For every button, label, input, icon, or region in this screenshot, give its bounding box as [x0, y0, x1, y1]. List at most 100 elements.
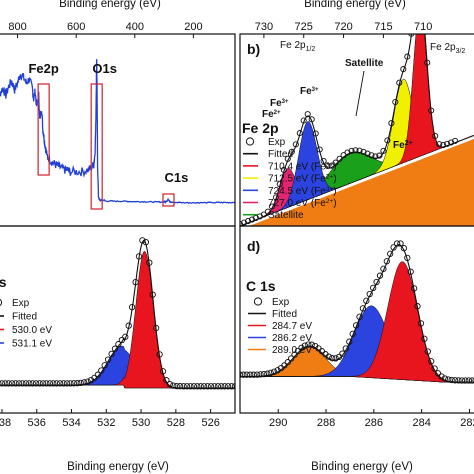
- fe2p-exp-point: [240, 219, 248, 226]
- fe2p-exp-point: [320, 157, 327, 165]
- fe2p-exp-point: [452, 137, 459, 144]
- panel-c-exp-point: [173, 382, 180, 390]
- fe2p-exp-point: [308, 116, 315, 123]
- panel-d-exp-point: [380, 265, 387, 272]
- panel-c-exp-point: [5, 380, 12, 387]
- fe2p-exp-point: [324, 162, 331, 170]
- fe2p-fitted-line: [240, 34, 474, 226]
- panel-d-exp-point: [352, 322, 360, 329]
- panel-b-tick-label-2: 720: [334, 21, 352, 33]
- panel-d-exp-point: [462, 377, 469, 384]
- c1s-legend-label-4: 289.0 eV: [272, 345, 312, 356]
- panel-d-tick-label-3: 284: [412, 417, 430, 429]
- fe2p-exp-point: [240, 221, 244, 226]
- panel-c-o1s: 538 536 534 532 530 528 526 1s Exp Fitted 530.0 …: [0, 225, 236, 473]
- fe2p-exp-point: [356, 147, 363, 154]
- panel-c-ticks: 538 536 534 532 530 528 526: [0, 409, 220, 429]
- fe2p-exp-point: [284, 155, 291, 162]
- o1s-legend-label-0: Exp: [12, 298, 30, 309]
- panel-d-tick-label-4: 282: [460, 417, 474, 429]
- panel-d-exp-point: [247, 371, 254, 378]
- panel-c-exp-point: [132, 278, 139, 286]
- panel-d-exp-point: [257, 371, 264, 378]
- panel-c-exp-point: [194, 383, 201, 390]
- panel-d-exp-point: [291, 351, 298, 358]
- panel-d-letter: d): [247, 238, 260, 254]
- panel-c-exp-point: [125, 322, 132, 329]
- fe2p-exp-point: [288, 148, 295, 155]
- panel-c-exp-point: [135, 253, 143, 260]
- fe2p-exp-point: [364, 150, 371, 157]
- fe2p-legend-label-6: Satellite: [268, 210, 304, 221]
- panel-d-exp-point: [281, 362, 288, 369]
- panel-c-exp-point: [56, 380, 64, 387]
- panel-d-exp-point: [329, 355, 336, 362]
- fe2p-legend-label-3: 712.5 eV (Fe2+): [268, 174, 337, 185]
- panel-d-exp-point: [383, 258, 390, 265]
- panel-d-exp-point: [366, 290, 373, 298]
- panel-b-letter: b): [247, 41, 260, 57]
- fe2p-exp-point: [304, 111, 311, 118]
- panel-d-exp-point: [441, 375, 449, 382]
- panel-c-exp-point: [63, 380, 71, 387]
- panel-c-exp-point: [74, 380, 81, 387]
- peak-box-1: [90, 83, 103, 210]
- panel-c-exp-point: [231, 383, 235, 390]
- panel-b-tick-label-0: 730: [255, 21, 273, 33]
- panel-d-exp-point: [253, 371, 261, 378]
- annotation-fe2p12: Fe 2p1/2: [280, 40, 315, 53]
- panel-d-exp-point: [417, 320, 425, 327]
- c1s-legend-marker-0: [253, 297, 263, 306]
- fe2p-exp-point: [384, 137, 391, 144]
- annotation-fe3-center: Fe3+: [300, 86, 319, 97]
- panel-d-exp-point: [458, 377, 466, 384]
- annotation-fe2-right: Fe2+: [393, 140, 413, 151]
- panel-c-exp-point: [0, 380, 2, 387]
- panel-c-exp-point: [183, 383, 191, 390]
- fe2p-legend-suffix-2: ): [333, 161, 336, 172]
- panel-d-exp-point: [465, 377, 472, 384]
- annotation-fe3-left: Fe3+: [270, 98, 289, 109]
- fe2p-exp-point: [400, 66, 407, 73]
- panel-c-exp-point: [139, 237, 146, 244]
- panel-c-exp-point: [200, 383, 208, 390]
- panel-c-tick-label-6: 526: [201, 417, 219, 429]
- panel-c-exp-point: [32, 380, 40, 387]
- fe2p-exp-point: [428, 107, 435, 114]
- panel-a-tick-label-3: 200: [184, 21, 202, 33]
- survey-line: [0, 59, 236, 205]
- fe2p-exp-point: [292, 141, 299, 148]
- panel-c-exp-point: [39, 380, 47, 387]
- fe2p-exp-point: [280, 166, 287, 173]
- fe2p-exp-point: [316, 146, 323, 153]
- panel-a-ticks: 800 600 400 200: [8, 21, 203, 38]
- panel-d-xlabel: Binding energy (eV): [311, 461, 413, 473]
- fe2p-exp-point: [332, 159, 339, 166]
- fe2p-legend-label-0: Exp: [268, 137, 286, 148]
- panel-d-exp-point: [325, 353, 332, 360]
- fe2p-exp-point: [348, 147, 355, 154]
- panel-d-exp-point: [264, 370, 271, 377]
- panel-c-xlabel: Binding energy (eV): [67, 461, 169, 473]
- panel-d-exp-point: [342, 345, 349, 352]
- o1s-legend-label-1: Fitted: [12, 312, 37, 323]
- panel-c-exp-point: [128, 304, 136, 311]
- panel-a-tick-label-1: 600: [67, 21, 85, 33]
- fe2p-exp-point: [312, 130, 319, 137]
- panel-c-exp-point: [46, 380, 54, 387]
- panel-d-exp-point: [445, 376, 452, 383]
- panel-c-exp-point: [29, 380, 36, 387]
- panel-c-exp-point: [163, 377, 170, 384]
- panel-d-exp-point: [414, 303, 421, 310]
- fe2p-exp-point: [424, 59, 431, 66]
- fe2p-exp-point: [392, 98, 399, 106]
- panel-c-exp-point: [152, 324, 160, 332]
- panel-c-exp-point: [187, 383, 194, 390]
- fe2p-exp-point: [440, 142, 447, 149]
- panel-c-exp-point: [190, 383, 198, 390]
- panel-c-exp-point: [101, 362, 108, 369]
- panel-c-tick-label-5: 528: [167, 417, 185, 429]
- panel-d-exp-point: [240, 371, 244, 378]
- fe2p-background: [240, 138, 474, 226]
